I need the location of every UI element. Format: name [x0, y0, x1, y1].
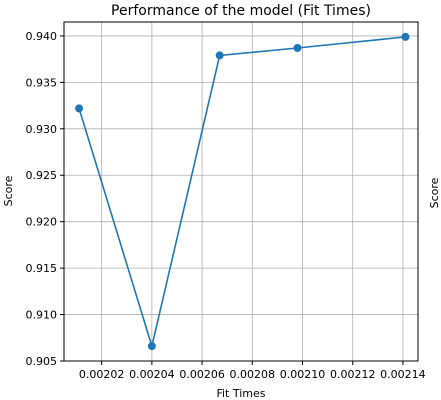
- series-line: [78, 36, 406, 350]
- y-tick-label: 0.930: [26, 123, 58, 136]
- y-axis-label: Score: [2, 175, 15, 206]
- chart-title: Performance of the model (Fit Times): [111, 3, 371, 19]
- x-tick-label: 0.00204: [129, 368, 175, 381]
- y-tick-label: 0.915: [26, 262, 58, 275]
- y-tick-label: 0.935: [26, 76, 58, 89]
- grid-lines: [64, 22, 418, 362]
- x-tick-label: 0.00202: [79, 368, 125, 381]
- data-point: [293, 44, 302, 53]
- data-point: [401, 32, 410, 41]
- plot-frame: [63, 21, 419, 362]
- y-tick-label: 0.905: [26, 355, 58, 368]
- data-point: [147, 342, 156, 351]
- x-ticks: 0.00202 0.00204 0.00206 0.00208 0.00210 0.002…: [79, 361, 426, 381]
- series-line-group: [75, 32, 410, 351]
- x-tick-label: 0.00212: [330, 368, 376, 381]
- x-tick-label: 0.00208: [230, 368, 276, 381]
- x-axis-label: Fit Times: [216, 387, 265, 400]
- y-tick-label: 0.940: [26, 30, 58, 43]
- right-y-axis-label: Score: [428, 177, 441, 208]
- x-tick-label: 0.00210: [280, 368, 326, 381]
- data-point: [215, 51, 224, 60]
- y-tick-label: 0.920: [26, 216, 58, 229]
- y-tick-label: 0.925: [26, 169, 58, 182]
- y-tick-label: 0.910: [26, 309, 58, 322]
- data-point: [75, 104, 84, 113]
- y-ticks: 0.905 0.910 0.915 0.920 0.925 0.930 0.935 0.940: [26, 30, 64, 368]
- x-tick-label: 0.00206: [179, 368, 225, 381]
- x-tick-label: 0.00214: [380, 368, 426, 381]
